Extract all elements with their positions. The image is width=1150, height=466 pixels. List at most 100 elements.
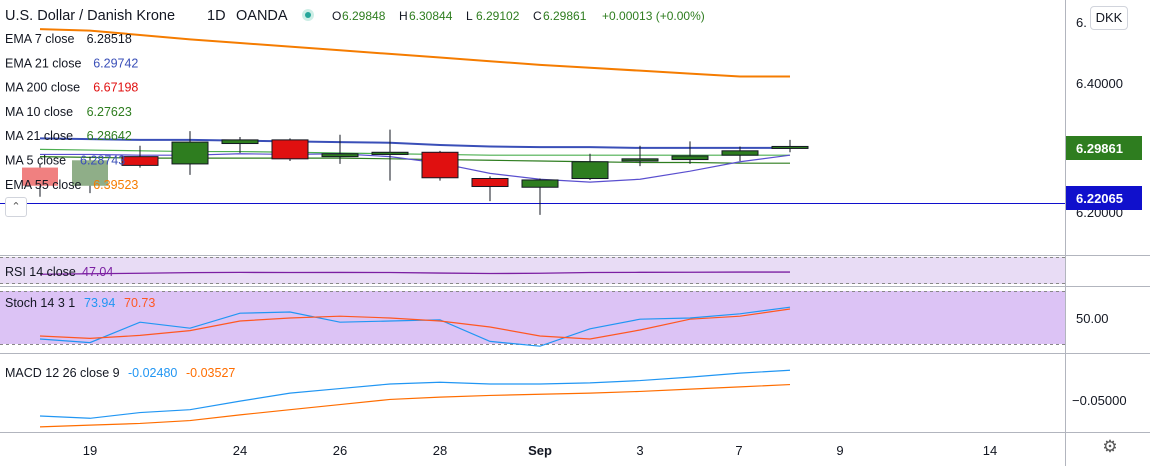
- time-axis[interactable]: 19 24 26 28 Sep 3 7 9 14: [83, 443, 997, 458]
- rsi-legend[interactable]: RSI 14 close 47.04: [5, 265, 113, 279]
- ohlc-key: L: [466, 9, 473, 23]
- ma10-line: [39, 156, 790, 164]
- candle-body: [371, 151, 409, 155]
- legend-value: 6.27623: [87, 105, 132, 119]
- time-label: 3: [636, 443, 643, 458]
- candle: [771, 139, 809, 153]
- candle-body: [321, 153, 359, 158]
- candle-body: [121, 156, 159, 166]
- candle-body: [271, 139, 309, 160]
- signal-value: -0.03527: [186, 366, 235, 380]
- stoch-d-value: 70.73: [124, 296, 155, 310]
- symbol-title[interactable]: U.S. Dollar / Danish Krone: [5, 8, 175, 24]
- legend-item[interactable]: MA 10 close 6.27623: [5, 105, 132, 119]
- stoch-band: [0, 291, 1065, 344]
- candle-body: [621, 158, 659, 162]
- time-label: 9: [836, 443, 843, 458]
- ohlc-key: H: [399, 9, 408, 23]
- ohlc-value: 6.29102: [476, 9, 520, 23]
- legend-name: MA 21 close: [5, 129, 73, 143]
- legend-item[interactable]: EMA 21 close 6.29742: [5, 56, 138, 70]
- candle: [121, 145, 159, 168]
- line-price-tag: 6.22065: [1066, 186, 1142, 210]
- candle: [371, 129, 409, 181]
- stoch-legend[interactable]: Stoch 14 3 1 73.94 70.73: [5, 296, 155, 310]
- indicator-legend[interactable]: EMA 7 close 6.28518 EMA 21 close 6.29742 MA …: [5, 32, 138, 192]
- ohlc-key: C: [533, 9, 542, 23]
- macd-line: [39, 369, 791, 419]
- legend-item[interactable]: EMA 7 close 6.28518: [5, 32, 132, 46]
- svg-text:6.29861: 6.29861: [1076, 141, 1123, 156]
- candle: [72, 156, 108, 194]
- candle: [321, 134, 359, 164]
- price-tick-top: 6.: [1076, 15, 1087, 30]
- ohlc-key: O: [332, 9, 341, 23]
- currency-button[interactable]: DKK: [1090, 6, 1128, 30]
- stoch-plot: [39, 306, 791, 347]
- candle: [22, 163, 58, 197]
- gear-icon[interactable]: ⚙: [1102, 437, 1118, 456]
- chevron-up-icon[interactable]: ⌃: [5, 197, 27, 217]
- stoch-k-line: [39, 306, 791, 347]
- time-label: 7: [735, 443, 742, 458]
- price-change: +0.00013 (+0.00%): [602, 9, 705, 23]
- legend-name: MA 5 close: [5, 154, 66, 168]
- stoch-k-value: 73.94: [84, 296, 115, 310]
- time-label: 28: [433, 443, 447, 458]
- main-plot: [22, 28, 809, 215]
- signal-line: [39, 383, 791, 428]
- stoch-d-line: [39, 308, 791, 340]
- svg-text:6.22065: 6.22065: [1076, 191, 1123, 206]
- legend-item[interactable]: MA 5 close 6.28743: [5, 154, 125, 168]
- candle: [221, 136, 259, 153]
- candle: [171, 131, 209, 175]
- svg-text:RSI 14 close: RSI 14 close: [5, 265, 76, 279]
- macd-tick: −0.05000: [1072, 393, 1127, 408]
- rsi-value: 47.04: [82, 265, 113, 279]
- interval-label[interactable]: 1D: [207, 8, 226, 24]
- legend-value: 6.28518: [87, 32, 132, 46]
- candle: [671, 141, 709, 164]
- legend-item[interactable]: MA 21 close 6.28642: [5, 129, 132, 143]
- rsi-band: [0, 257, 1065, 284]
- candle: [521, 178, 559, 215]
- candle-body: [721, 150, 759, 156]
- svg-text:MACD 12 26 close 9: MACD 12 26 close 9: [5, 366, 120, 380]
- macd-plot: [39, 369, 791, 428]
- ohlc-value: 6.29848: [342, 9, 386, 23]
- ema21-line: [39, 137, 790, 149]
- price-tick: 6.40000: [1076, 76, 1123, 91]
- legend-value: 6.67198: [93, 81, 138, 95]
- market-status-dot: [305, 12, 311, 18]
- time-label: 14: [983, 443, 997, 458]
- time-label: 19: [83, 443, 97, 458]
- candle-body: [571, 161, 609, 180]
- legend-value: 6.39523: [93, 178, 138, 192]
- rsi-plot: [39, 271, 790, 275]
- legend-item[interactable]: MA 200 close 6.67198: [5, 81, 138, 95]
- candle-body: [171, 141, 209, 165]
- stoch-tick: 50.00: [1076, 311, 1109, 326]
- ohlc-value: 6.29861: [543, 9, 587, 23]
- legend-value: 6.28743: [80, 154, 125, 168]
- svg-text:Stoch 14 3 1: Stoch 14 3 1: [5, 296, 75, 310]
- macd-value: -0.02480: [128, 366, 177, 380]
- macd-legend[interactable]: MACD 12 26 close 9 -0.02480 -0.03527: [5, 366, 235, 380]
- ohlc-value: 6.30844: [409, 9, 453, 23]
- candle-body: [421, 151, 459, 179]
- legend-name: MA 200 close: [5, 81, 80, 95]
- legend-item[interactable]: EMA 55 close 6.39523: [5, 178, 138, 192]
- source-label: OANDA: [236, 8, 288, 24]
- price-axis[interactable]: 6. 6.40000 6.20000 6.29861 6.22065 50.00…: [1066, 15, 1142, 408]
- candle-body: [72, 160, 108, 186]
- candle: [571, 153, 609, 180]
- legend-value: 6.29742: [93, 56, 138, 70]
- legend-name: EMA 21 close: [5, 56, 81, 70]
- rsi-line: [39, 271, 790, 275]
- candle: [271, 138, 309, 162]
- ma21-line: [39, 148, 790, 156]
- candle-body: [22, 167, 58, 186]
- time-label: 26: [333, 443, 347, 458]
- chart-header: U.S. Dollar / Danish Krone 1D OANDA O 6.2…: [5, 8, 705, 24]
